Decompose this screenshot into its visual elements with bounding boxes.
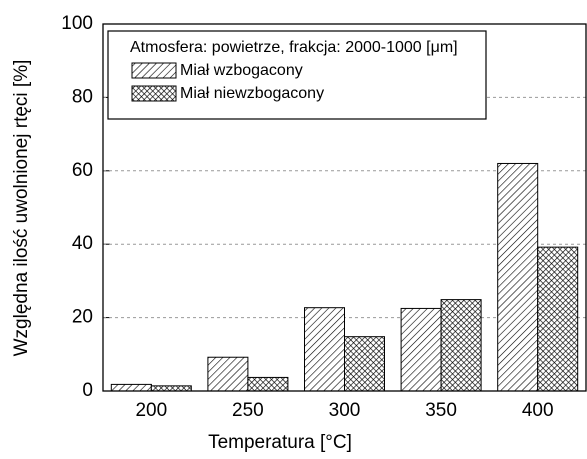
y-tick-label: 60 bbox=[72, 160, 93, 181]
bar bbox=[344, 336, 385, 392]
bar bbox=[304, 307, 345, 392]
x-tick-label: 400 bbox=[522, 400, 554, 421]
y-tick-label: 40 bbox=[72, 233, 93, 254]
legend-swatch bbox=[131, 62, 177, 79]
bar bbox=[110, 383, 152, 392]
bar bbox=[537, 246, 579, 392]
legend-label: Miał niewzbogacony bbox=[180, 85, 324, 102]
plot-frame bbox=[102, 23, 587, 392]
y-axis-label: Względna ilość uwolnionej rtęci [%] bbox=[11, 60, 32, 357]
x-tick-label: 250 bbox=[232, 400, 264, 421]
x-tick-label: 300 bbox=[329, 400, 361, 421]
bar bbox=[440, 299, 482, 392]
y-tick-label: 20 bbox=[72, 307, 93, 328]
bar bbox=[150, 385, 192, 392]
legend-title: Atmosfera: powietrze, frakcja: 2000-1000… bbox=[130, 39, 458, 56]
x-axis-label: Temperatura [°C] bbox=[208, 432, 352, 453]
bar bbox=[207, 356, 249, 392]
y-tick-label: 80 bbox=[72, 86, 93, 107]
y-tick-label: 0 bbox=[82, 380, 93, 401]
x-tick-label: 350 bbox=[425, 400, 457, 421]
bar bbox=[400, 307, 442, 392]
y-tick-label: 100 bbox=[61, 13, 93, 34]
legend-label: Miał wzbogacony bbox=[180, 62, 303, 79]
bar bbox=[247, 376, 289, 392]
bar bbox=[497, 162, 539, 392]
x-tick-label: 200 bbox=[135, 400, 167, 421]
legend-swatch bbox=[131, 85, 177, 102]
